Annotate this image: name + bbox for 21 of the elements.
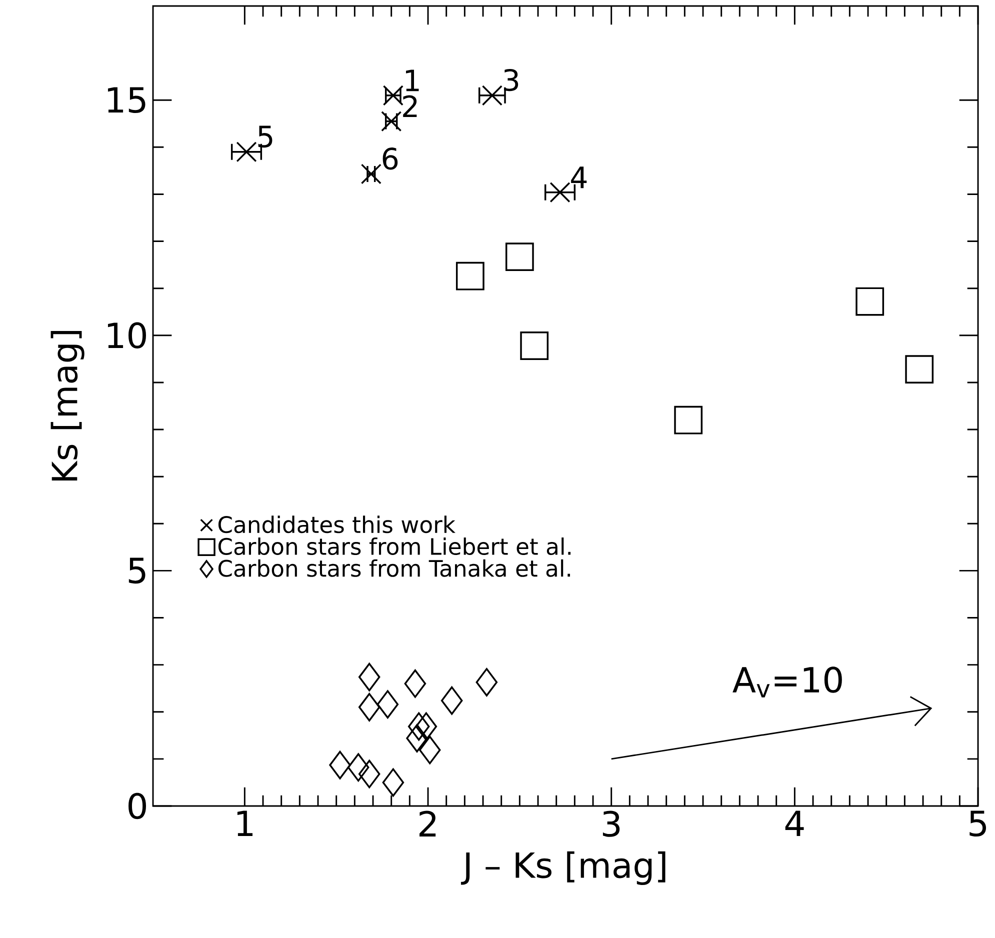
annotation: 3 <box>504 68 518 92</box>
y-tick-label: 15 <box>108 87 146 113</box>
x-tick-label: 5 <box>970 810 986 836</box>
annotation: A$_{v}$=10 <box>732 666 842 698</box>
x-tick-label: 1 <box>237 810 253 836</box>
annotation: 1 <box>406 70 419 92</box>
y-tick-label: 5 <box>128 558 146 584</box>
legend-label: Carbon stars from Liebert et al. <box>218 537 571 556</box>
annotation: 5 <box>258 126 272 148</box>
x-tick-label: 4 <box>785 810 804 836</box>
legend-label: Carbon stars from Tanaka et al. <box>218 559 570 577</box>
legend-label: Candidates this work <box>218 516 456 534</box>
y-axis-title: Ks [mag] <box>50 331 84 481</box>
annotation: 4 <box>571 166 587 188</box>
y-tick-label: 0 <box>128 792 146 820</box>
x-tick-label: 3 <box>602 810 620 837</box>
annotation: 2 <box>403 95 417 118</box>
y-tick-label: 10 <box>108 322 146 349</box>
x-tick-label: 2 <box>420 810 436 836</box>
x-axis-title: J – Ks [mag] <box>460 851 666 885</box>
annotation: 6 <box>382 148 398 170</box>
